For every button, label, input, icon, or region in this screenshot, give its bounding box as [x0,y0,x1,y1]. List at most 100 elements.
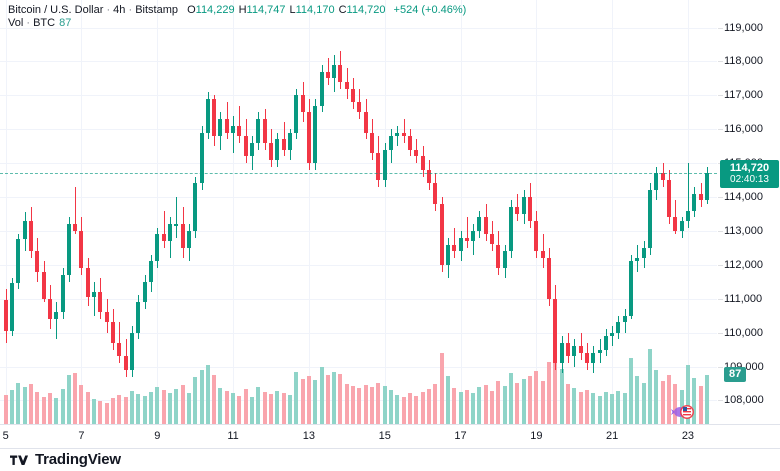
volume-bar [149,392,153,424]
candle-body [301,95,305,113]
candle-body [673,217,677,231]
candle-body [452,244,456,252]
volume-bar [23,387,27,424]
price-tick-label: 108,000 [724,394,764,407]
candle-body [206,98,210,133]
volume-bar [433,384,437,424]
volume-bar [155,387,159,424]
candle-body [61,275,65,313]
volume-bar [547,362,551,424]
candle-body [408,136,412,150]
current-price-badge[interactable]: 114,720 02:40:13 [720,159,779,188]
candle-body [338,64,342,82]
volume-bar [642,383,646,424]
volume-bar [326,375,330,424]
volume-bar [237,396,241,424]
candle-wick [164,210,165,248]
volume-bar [200,370,204,424]
tradingview-wordmark: TradingView [35,451,121,468]
volume-bar [288,395,292,424]
tradingview-logo[interactable]: TradingView [10,452,121,468]
candle-wick [284,122,285,157]
time-tick-label: 11 [227,430,239,442]
candle-body [225,119,229,133]
price-tick-label: 114,000 [724,191,763,204]
candle-body [168,224,172,242]
current-price-value: 114,720 [729,161,770,174]
volume-bar [250,397,254,424]
volume-bar [402,397,406,424]
volume-bar [534,371,538,424]
volume-bar [174,389,178,424]
gridline-horizontal [0,28,717,29]
candle-body [282,139,286,150]
volume-bar [42,397,46,424]
volume-bar [92,399,96,424]
candle-body [92,291,96,298]
candle-body [212,98,216,137]
candle-wick [688,163,689,228]
volume-value-badge[interactable]: 87 [724,367,747,382]
legend-interval[interactable]: 4h [113,4,126,16]
candle-wick [517,193,518,221]
volume-bar [490,391,494,424]
volume-bar [648,349,652,424]
candle-body [320,71,324,106]
chart-plot-area[interactable] [0,0,717,424]
legend-ohlc-group: O114,229 H114,747 L114,170 C114,720 [180,4,389,16]
volume-bar [686,365,690,424]
price-axis[interactable]: 114,720 02:40:13 87 119,000 118,000 117,00… [717,0,780,424]
candle-body [616,322,620,333]
legend-volume-unit: BTC [33,17,56,29]
gridline-horizontal [0,265,717,266]
volume-bar [54,398,58,424]
candle-body [579,346,583,353]
candle-body [654,173,658,191]
gridline-vertical [309,0,310,424]
volume-bar [301,379,305,424]
volume-bar [162,390,166,424]
time-tick-label: 17 [454,430,467,442]
candle-body [598,349,602,353]
time-tick-label: 13 [302,430,316,442]
candle-body [566,342,570,357]
candle-body [294,95,298,133]
volume-bar [414,396,418,424]
gridline-horizontal [0,163,717,164]
candle-body [117,342,121,357]
candle-body [136,302,140,333]
volume-bar [376,383,380,424]
candle-body [376,152,380,181]
gridline-horizontal [0,367,717,368]
volume-bar [136,394,140,424]
volume-bar [364,385,368,424]
volume-bar [579,392,583,424]
candle-body [446,244,450,265]
candle-body [503,251,507,269]
legend-change: +524 (+0.46%) [393,4,467,16]
candle-body [515,207,519,214]
candle-body [143,281,147,303]
volume-bar [320,367,324,424]
legend-volume-row[interactable]: Vol · BTC 87 [8,17,466,30]
chart-overlays [0,173,717,174]
gridline-horizontal [0,197,717,198]
volume-bar [79,385,83,424]
candle-body [547,258,551,299]
gridline-horizontal [0,95,717,96]
candle-body [421,156,425,170]
gridline-vertical [461,0,462,424]
price-tick-mark [718,299,723,300]
time-axis[interactable]: 5 7 9 11 13 15 17 19 21 23 [0,424,717,449]
volume-bar [598,396,602,424]
candle-body [370,132,374,153]
candle-body [490,234,494,245]
candle-body [67,224,71,275]
candle-wick [397,125,398,147]
volume-bar [389,390,393,424]
candle-body [244,136,248,157]
legend-ohlc-low: L114,170 [289,4,335,16]
volume-bar [635,376,639,424]
legend-symbol-row[interactable]: Bitcoin / U.S. Dollar · 4h · Bitstamp O1… [8,4,466,17]
volume-bar [218,388,222,424]
